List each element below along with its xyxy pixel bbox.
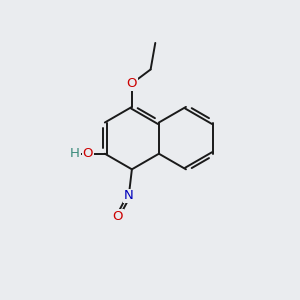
Text: N: N bbox=[124, 189, 134, 202]
Text: O: O bbox=[112, 210, 123, 223]
Text: H: H bbox=[70, 147, 80, 160]
Text: O: O bbox=[83, 147, 93, 160]
Text: O: O bbox=[127, 77, 137, 90]
